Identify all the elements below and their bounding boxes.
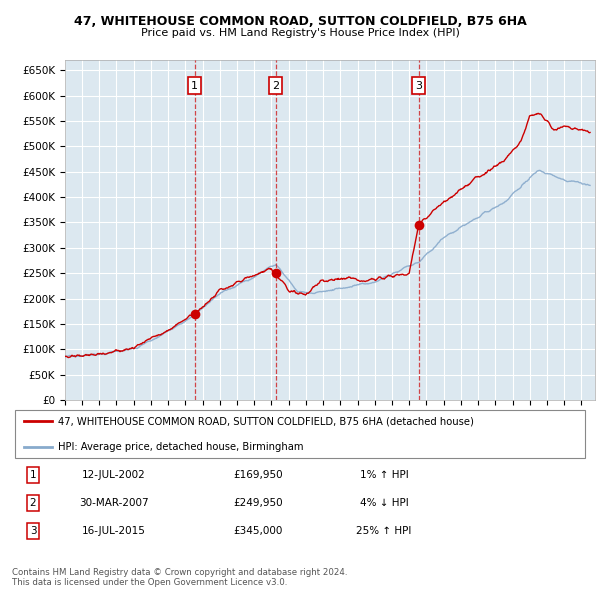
Text: 3: 3	[29, 526, 37, 536]
FancyBboxPatch shape	[15, 409, 585, 458]
Text: 47, WHITEHOUSE COMMON ROAD, SUTTON COLDFIELD, B75 6HA: 47, WHITEHOUSE COMMON ROAD, SUTTON COLDF…	[74, 15, 526, 28]
Text: 47, WHITEHOUSE COMMON ROAD, SUTTON COLDFIELD, B75 6HA (detached house): 47, WHITEHOUSE COMMON ROAD, SUTTON COLDF…	[58, 417, 474, 427]
Text: 12-JUL-2002: 12-JUL-2002	[82, 470, 146, 480]
Text: 1% ↑ HPI: 1% ↑ HPI	[359, 470, 409, 480]
Text: 1: 1	[191, 81, 198, 90]
Text: 1: 1	[29, 470, 37, 480]
Text: Contains HM Land Registry data © Crown copyright and database right 2024.
This d: Contains HM Land Registry data © Crown c…	[12, 568, 347, 587]
Text: HPI: Average price, detached house, Birmingham: HPI: Average price, detached house, Birm…	[58, 442, 304, 452]
Text: 4% ↓ HPI: 4% ↓ HPI	[359, 498, 409, 508]
Text: £345,000: £345,000	[233, 526, 283, 536]
Text: Price paid vs. HM Land Registry's House Price Index (HPI): Price paid vs. HM Land Registry's House …	[140, 28, 460, 38]
Text: 16-JUL-2015: 16-JUL-2015	[82, 526, 146, 536]
Text: 3: 3	[415, 81, 422, 90]
Text: £169,950: £169,950	[233, 470, 283, 480]
Text: £249,950: £249,950	[233, 498, 283, 508]
Text: 30-MAR-2007: 30-MAR-2007	[79, 498, 149, 508]
Text: 2: 2	[29, 498, 37, 508]
Text: 25% ↑ HPI: 25% ↑ HPI	[356, 526, 412, 536]
Text: 2: 2	[272, 81, 279, 90]
